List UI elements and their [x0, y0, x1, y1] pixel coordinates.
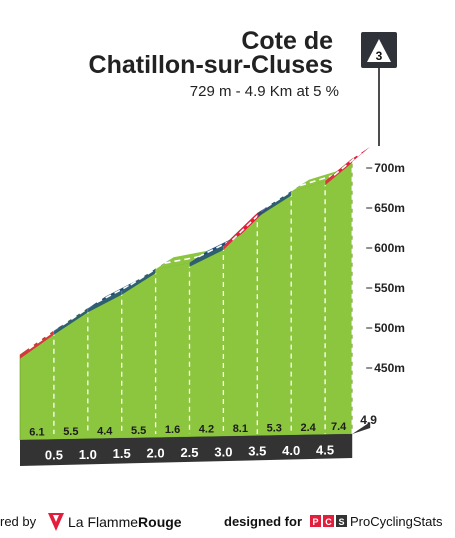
km-tick-label: 4.0: [282, 443, 300, 458]
altitude-tick-label: 700m: [374, 161, 405, 175]
km-tick-label: 4.5: [316, 442, 334, 457]
segment-band-front: [257, 191, 292, 218]
segment-centre-line: [265, 184, 301, 208]
km-strip: [20, 434, 353, 466]
pcs-name: ProCyclingStats: [350, 514, 443, 529]
mountain-body: [19, 158, 353, 441]
segment-gradient-label: 6.1: [29, 427, 44, 439]
altitude-tick-label: 550m: [374, 281, 405, 295]
km-tick-label: 1.5: [113, 446, 131, 461]
pcs-logo-icon: P C S: [310, 515, 347, 527]
profile-layer: [19, 146, 371, 466]
segment-centre-line: [164, 256, 199, 264]
segment-gradient-label: 7.4: [331, 421, 347, 433]
labels-layer: 0.5 1.0 1.5 2.0 2.5 3.0 3.5 4.0 4.5 4.9 6.1 5.5 4.4 5…: [29, 161, 405, 462]
svg-text:P: P: [312, 517, 318, 527]
climb-title-line2: Chatillon-sur-Cluses: [89, 51, 333, 79]
altitude-tick-label: 500m: [374, 321, 405, 335]
segment-band-top: [155, 250, 208, 270]
segment-band-front: [121, 269, 156, 295]
segment-centre-line: [96, 284, 132, 304]
segment-centre-line: [299, 174, 335, 187]
segment-gradient-label: 5.5: [131, 425, 146, 437]
footer: red by La FlammeRouge designed for P C S…: [0, 512, 455, 534]
km-tick-label: 2.5: [180, 445, 198, 460]
altitude-tick-label: 450m: [374, 361, 405, 375]
segment-gradient-label: 5.3: [267, 422, 282, 434]
brand-name-bold: Rouge: [138, 514, 182, 530]
segment-centre-line: [231, 206, 267, 241]
svg-text:C: C: [325, 517, 332, 527]
segment-band-top: [291, 169, 344, 192]
km-tick-label: 1.0: [79, 447, 97, 462]
km-tick-label: 0.5: [45, 447, 63, 462]
segment-band-front: [53, 308, 88, 335]
altitude-tick-label: 650m: [374, 201, 405, 215]
segment-band-front: [20, 330, 54, 359]
category-badge: 3: [361, 32, 397, 68]
segment-centre-line: [62, 301, 98, 326]
segment-gradient-label: 4.2: [199, 424, 214, 436]
segment-gradient-label: 4.4: [97, 425, 113, 437]
km-tick-label: 4.9: [360, 413, 377, 427]
segment-gradient-label: 8.1: [233, 423, 248, 435]
brand-name-plain: La Flamme: [68, 514, 139, 530]
segment-gradient-label: 1.6: [165, 424, 180, 436]
climb-subtitle: 729 m - 4.9 Km at 5 %: [190, 83, 339, 100]
segment-centre-line: [333, 152, 362, 176]
la-flamme-rouge-logo-icon: [48, 513, 64, 531]
altitude-tick-label: 600m: [374, 241, 405, 255]
km-tick-label: 2.0: [147, 446, 165, 461]
km-tick-label: 3.0: [214, 444, 232, 459]
climb-title-line1: Cote de: [241, 27, 333, 55]
km-tick-label: 3.5: [248, 444, 266, 459]
powered-by-text: red by: [0, 514, 37, 529]
segment-band-front: [189, 246, 224, 267]
svg-text:S: S: [338, 517, 344, 527]
segment-centre-line: [130, 262, 166, 286]
segment-band-front: [291, 181, 326, 196]
category-number: 3: [376, 49, 383, 63]
brand-name: La FlammeRouge: [68, 514, 182, 530]
segment-band-front: [155, 262, 190, 274]
segment-gradient-label: 2.4: [301, 422, 317, 434]
segment-band-front: [87, 290, 122, 313]
designed-for-text: designed for: [224, 514, 303, 529]
segment-gradient-label: 5.5: [63, 426, 78, 438]
